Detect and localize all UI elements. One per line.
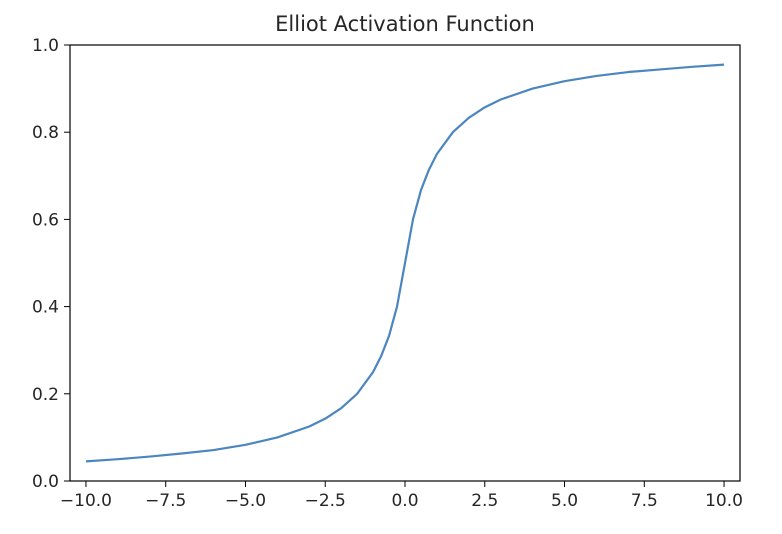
x-tick-label: −10.0 [60, 491, 112, 511]
y-tick-label: 0.8 [32, 123, 59, 143]
x-tick-label: 0.0 [391, 491, 418, 511]
y-tick-label: 0.0 [32, 472, 59, 492]
y-tick-label: 1.0 [32, 36, 59, 56]
x-tick-label: 5.0 [551, 491, 578, 511]
y-tick-label: 0.4 [32, 298, 59, 318]
x-tick-label: 10.0 [705, 491, 743, 511]
plot-area [85, 63, 725, 463]
x-tick-label: −5.0 [225, 491, 266, 511]
axis-ticks: −10.0 −7.5 −5.0 −2.5 0.0 2.5 5.0 7.5 10.0 0.0 0.2 0… [32, 36, 743, 511]
x-tick-label: −7.5 [145, 491, 186, 511]
y-tick-label: 0.2 [32, 385, 59, 405]
axes-frame [69, 44, 741, 482]
y-tick-label: 0.6 [32, 210, 59, 230]
chart-title: Elliot Activation Function [275, 12, 535, 36]
x-tick-label: 2.5 [471, 491, 498, 511]
x-tick-label: 7.5 [631, 491, 658, 511]
series-line-0 [85, 63, 725, 463]
x-tick-label: −2.5 [305, 491, 346, 511]
